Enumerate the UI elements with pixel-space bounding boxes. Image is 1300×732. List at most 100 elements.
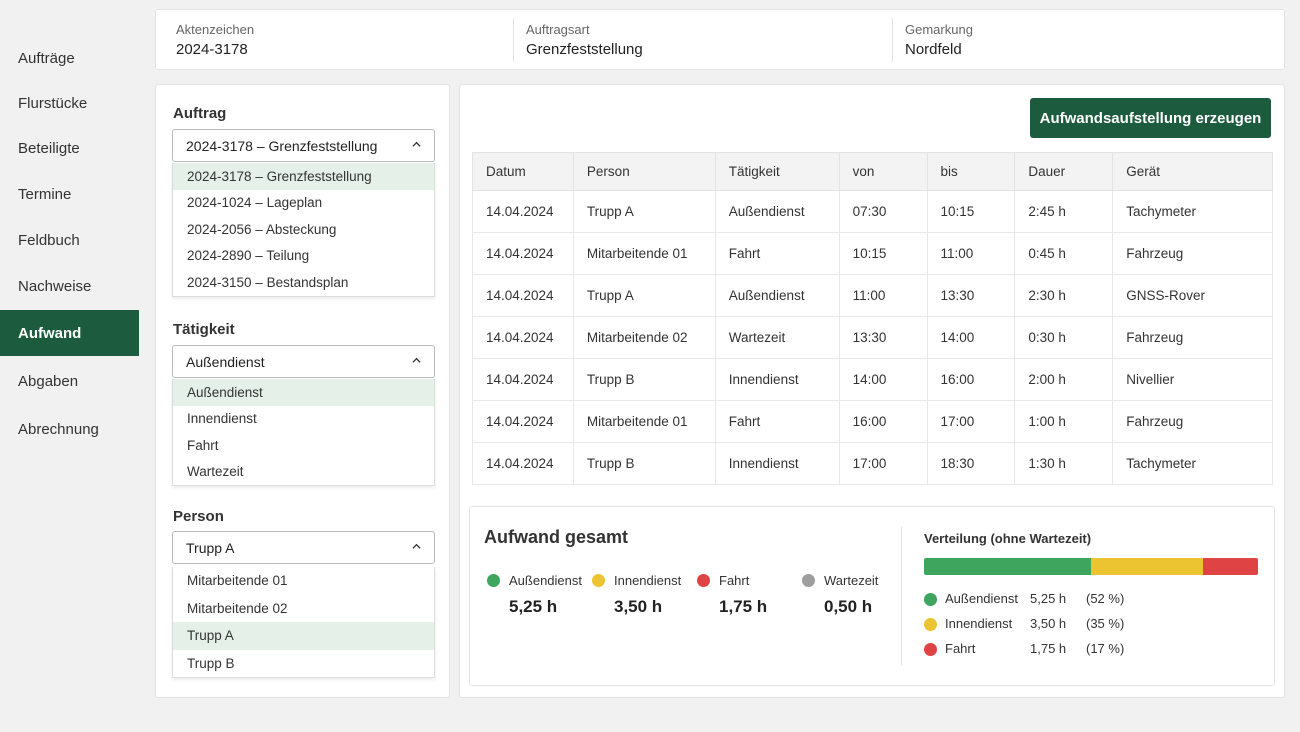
legend-name: Fahrt xyxy=(945,641,976,656)
table-row[interactable]: 14.04.2024 Trupp B Innendienst 17:00 18:… xyxy=(472,442,1273,485)
aktenzeichen-value: 2024-3178 xyxy=(176,41,248,58)
sidebar-item-flurstuecke[interactable]: Flurstücke xyxy=(18,94,88,112)
legend-percent: (17 %) xyxy=(1086,641,1125,656)
table-row[interactable]: 14.04.2024 Trupp A Außendienst 07:30 10:… xyxy=(472,190,1273,233)
column-header-von[interactable]: von xyxy=(838,152,928,191)
auftrag-label: Auftrag xyxy=(173,105,227,122)
sidebar-item-termine[interactable]: Termine xyxy=(18,185,72,203)
sidebar-item-auftraege[interactable]: Aufträge xyxy=(18,49,75,67)
generate-report-button[interactable]: Aufwandsaufstellung erzeugen xyxy=(1030,98,1271,138)
cell-person: Trupp A xyxy=(572,190,716,233)
legend-name: Außendienst xyxy=(945,591,1018,606)
auftrag-select[interactable]: 2024-3178 – Grenzfeststellung xyxy=(172,129,435,162)
auftrag-option[interactable]: 2024-1024 – Lageplan xyxy=(187,195,323,211)
total-name: Außendienst xyxy=(509,573,582,588)
cell-person: Mitarbeitende 01 xyxy=(572,232,716,275)
sidebar-item-abrechnung[interactable]: Abrechnung xyxy=(18,420,99,438)
auftrag-select-value: 2024-3178 – Grenzfeststellung xyxy=(186,137,378,154)
cell-dauer: 1:30 h xyxy=(1014,442,1114,485)
effort-panel: Aufwandsaufstellung erzeugen Datum Perso… xyxy=(459,84,1285,698)
taetigkeit-option[interactable]: Innendienst xyxy=(187,411,257,427)
taetigkeit-option[interactable]: Fahrt xyxy=(187,437,219,453)
person-select[interactable]: Trupp A xyxy=(172,531,435,564)
header-divider xyxy=(892,18,893,62)
cell-dauer: 2:45 h xyxy=(1014,190,1114,233)
cell-geraet: GNSS-Rover xyxy=(1112,274,1273,317)
legend-percent: (35 %) xyxy=(1086,616,1125,631)
cell-taetigkeit: Außendienst xyxy=(714,190,840,233)
distribution-segment xyxy=(1203,558,1258,575)
gemarkung-value: Nordfeld xyxy=(905,41,962,58)
sidebar-item-abgaben[interactable]: Abgaben xyxy=(18,372,79,390)
cell-geraet: Fahrzeug xyxy=(1112,232,1273,275)
cell-taetigkeit: Fahrt xyxy=(714,232,840,275)
header-divider xyxy=(513,18,514,62)
cell-bis: 13:30 xyxy=(926,274,1016,317)
auftrag-option[interactable]: 2024-3178 – Grenzfeststellung xyxy=(173,163,434,190)
cell-dauer: 2:30 h xyxy=(1014,274,1114,317)
effort-table: Datum Person Tätigkeit von bis Dauer Ger… xyxy=(472,152,1273,485)
cell-geraet: Nivellier xyxy=(1112,358,1273,401)
person-option[interactable]: Trupp B xyxy=(187,655,235,671)
cell-dauer: 2:00 h xyxy=(1014,358,1114,401)
column-header-datum[interactable]: Datum xyxy=(472,152,574,191)
sidebar-item-beteiligte[interactable]: Beteiligte xyxy=(18,139,80,157)
cell-von: 14:00 xyxy=(838,358,928,401)
cell-geraet: Fahrzeug xyxy=(1112,316,1273,359)
cell-von: 17:00 xyxy=(838,442,928,485)
case-header: Aktenzeichen 2024-3178 Auftragsart Grenz… xyxy=(155,9,1285,70)
sidebar-item-aufwand[interactable]: Aufwand xyxy=(0,310,139,356)
auftrag-option[interactable]: 2024-2056 – Absteckung xyxy=(187,221,337,237)
column-header-person[interactable]: Person xyxy=(572,152,716,191)
distribution-bar xyxy=(924,558,1258,575)
cell-person: Mitarbeitende 01 xyxy=(572,400,716,443)
cell-bis: 14:00 xyxy=(926,316,1016,359)
table-row[interactable]: 14.04.2024 Trupp A Außendienst 11:00 13:… xyxy=(472,274,1273,317)
cell-bis: 18:30 xyxy=(926,442,1016,485)
auftrag-option[interactable]: 2024-2890 – Teilung xyxy=(187,248,310,264)
filter-form: Auftrag 2024-3178 – Grenzfeststellung 20… xyxy=(155,84,450,698)
table-row[interactable]: 14.04.2024 Trupp B Innendienst 14:00 16:… xyxy=(472,358,1273,401)
chevron-up-icon xyxy=(412,543,421,549)
cell-geraet: Tachymeter xyxy=(1112,190,1273,233)
person-option[interactable]: Mitarbeitende 02 xyxy=(187,600,288,616)
table-row[interactable]: 14.04.2024 Mitarbeitende 01 Fahrt 10:15 … xyxy=(472,232,1273,275)
legend-dot xyxy=(924,618,937,631)
legend-dot xyxy=(924,643,937,656)
auftrag-option[interactable]: 2024-3150 – Bestandsplan xyxy=(187,274,349,290)
gemarkung-field: Gemarkung Nordfeld xyxy=(885,18,1265,64)
cell-datum: 14.04.2024 xyxy=(472,232,574,275)
table-row[interactable]: 14.04.2024 Mitarbeitende 01 Fahrt 16:00 … xyxy=(472,400,1273,443)
cell-dauer: 0:30 h xyxy=(1014,316,1114,359)
sidebar-item-feldbuch[interactable]: Feldbuch xyxy=(18,231,80,249)
cell-datum: 14.04.2024 xyxy=(472,358,574,401)
column-header-dauer[interactable]: Dauer xyxy=(1014,152,1114,191)
legend-dot xyxy=(697,574,710,587)
taetigkeit-select-value: Außendienst xyxy=(186,353,265,370)
distribution-legend-fahrt: Fahrt 1,75 h (17 %) xyxy=(924,640,1264,658)
cell-dauer: 1:00 h xyxy=(1014,400,1114,443)
aktenzeichen-label: Aktenzeichen xyxy=(176,22,255,37)
taetigkeit-option[interactable]: Außendienst xyxy=(173,379,434,406)
effort-summary: Aufwand gesamt Außendienst 5,25 h Innend… xyxy=(469,506,1275,686)
taetigkeit-dropdown: Außendienst Innendienst Fahrt Wartezeit xyxy=(172,379,435,486)
person-option[interactable]: Trupp A xyxy=(173,622,434,650)
taetigkeit-option[interactable]: Wartezeit xyxy=(187,464,244,480)
legend-value: 1,75 h xyxy=(1030,641,1067,656)
column-header-taetigkeit[interactable]: Tätigkeit xyxy=(714,152,840,191)
taetigkeit-select[interactable]: Außendienst xyxy=(172,345,435,378)
person-option[interactable]: Mitarbeitende 01 xyxy=(187,573,288,589)
cell-bis: 16:00 xyxy=(926,358,1016,401)
table-row[interactable]: 14.04.2024 Mitarbeitende 02 Wartezeit 13… xyxy=(472,316,1273,359)
column-header-geraet[interactable]: Gerät xyxy=(1112,152,1273,191)
cell-datum: 14.04.2024 xyxy=(472,190,574,233)
sidebar-item-nachweise[interactable]: Nachweise xyxy=(18,277,92,295)
cell-person: Trupp B xyxy=(572,358,716,401)
cell-taetigkeit: Innendienst xyxy=(714,442,840,485)
distribution-legend-aussendienst: Außendienst 5,25 h (52 %) xyxy=(924,590,1264,608)
legend-dot xyxy=(592,574,605,587)
cell-von: 07:30 xyxy=(838,190,928,233)
cell-von: 13:30 xyxy=(838,316,928,359)
total-name: Fahrt xyxy=(719,573,750,588)
column-header-bis[interactable]: bis xyxy=(926,152,1016,191)
